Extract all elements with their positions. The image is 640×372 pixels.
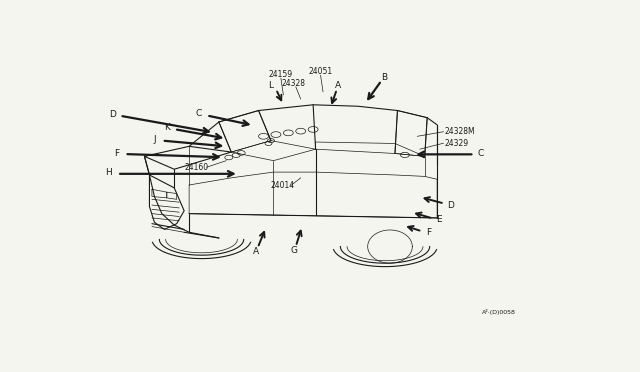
Text: J: J <box>153 135 156 144</box>
Text: B: B <box>381 73 388 82</box>
Text: 24329: 24329 <box>445 139 468 148</box>
Text: L: L <box>268 81 273 90</box>
Text: 24328: 24328 <box>282 79 305 88</box>
Text: K: K <box>164 123 170 132</box>
Text: A²·(D)0058: A²·(D)0058 <box>482 310 516 315</box>
Text: D: D <box>447 201 454 209</box>
Text: 24328M: 24328M <box>445 127 475 136</box>
Text: C: C <box>477 149 484 158</box>
Text: A: A <box>253 247 259 256</box>
Text: A: A <box>335 81 341 90</box>
Text: G: G <box>291 246 298 254</box>
Text: 24014: 24014 <box>271 181 295 190</box>
Text: E: E <box>436 215 442 224</box>
Text: 24160: 24160 <box>184 163 208 172</box>
Text: 24051: 24051 <box>308 67 333 76</box>
Text: 24159: 24159 <box>269 70 293 79</box>
Text: H: H <box>106 169 112 177</box>
Text: D: D <box>109 110 116 119</box>
Text: C: C <box>196 109 202 118</box>
Text: F: F <box>114 149 119 158</box>
Text: F: F <box>426 228 431 237</box>
